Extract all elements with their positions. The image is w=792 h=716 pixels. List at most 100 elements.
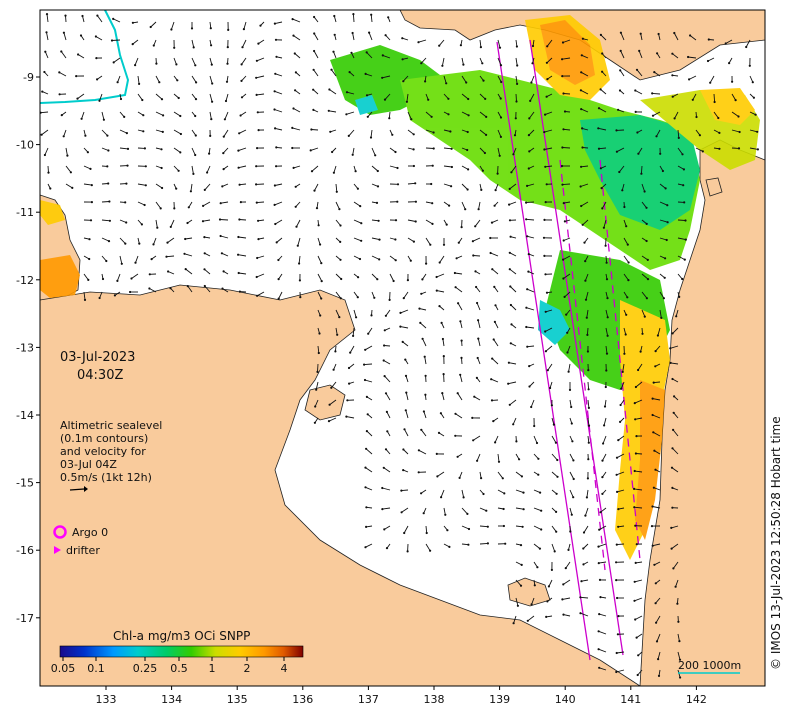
- velocity-arrow-head: [562, 128, 565, 131]
- velocity-arrow-head: [535, 441, 539, 445]
- velocity-arrow: [515, 57, 518, 66]
- velocity-arrow: [185, 237, 193, 240]
- velocity-arrow-head: [383, 528, 386, 531]
- velocity-arrow-head: [173, 207, 176, 210]
- velocity-arrow: [605, 327, 609, 336]
- velocity-arrow: [365, 486, 373, 491]
- velocity-arrow: [370, 14, 373, 23]
- velocity-arrow-head: [365, 51, 368, 54]
- velocity-arrow-head: [706, 59, 710, 63]
- velocity-arrow-head: [383, 329, 386, 332]
- velocity-arrow-head: [237, 253, 240, 256]
- velocity-arrow-head: [605, 369, 608, 372]
- velocity-arrow-head: [385, 410, 388, 413]
- velocity-arrow: [673, 561, 679, 569]
- velocity-arrow: [173, 165, 179, 172]
- velocity-arrow-head: [329, 130, 332, 133]
- colorbar-tick-label: 0.05: [51, 662, 76, 675]
- velocity-arrow-head: [475, 285, 478, 289]
- velocity-arrow-head: [563, 295, 566, 298]
- velocity-arrow: [672, 53, 679, 59]
- velocity-arrow: [353, 219, 362, 224]
- velocity-arrow-head: [420, 428, 423, 431]
- velocity-arrow: [527, 235, 535, 239]
- velocity-arrow: [346, 416, 355, 419]
- velocity-arrow-head: [598, 666, 601, 669]
- velocity-arrow-head: [77, 53, 80, 56]
- velocity-arrow-head: [312, 108, 315, 111]
- velocity-arrow: [745, 39, 751, 48]
- velocity-arrow-head: [58, 93, 61, 96]
- velocity-arrow-head: [465, 81, 468, 84]
- velocity-arrow: [493, 339, 499, 347]
- velocity-arrow-head: [513, 134, 517, 137]
- velocity-arrow: [403, 525, 409, 534]
- velocity-arrow: [131, 273, 139, 279]
- velocity-arrow-head: [149, 25, 152, 29]
- velocity-arrow-head: [580, 108, 583, 111]
- velocity-arrow: [527, 288, 535, 293]
- velocity-arrow: [209, 75, 213, 84]
- velocity-arrow-head: [75, 75, 78, 78]
- velocity-arrow-head: [107, 149, 110, 152]
- velocity-arrow-head: [369, 136, 373, 139]
- velocity-arrow-head: [367, 332, 370, 335]
- velocity-arrow-head: [547, 585, 551, 588]
- velocity-arrow: [477, 338, 481, 347]
- velocity-arrow-head: [467, 114, 470, 117]
- velocity-arrow-head: [257, 42, 260, 45]
- velocity-arrow: [634, 470, 643, 473]
- velocity-arrow: [602, 453, 607, 461]
- velocity-arrow-head: [388, 117, 391, 120]
- velocity-arrow-head: [203, 268, 206, 271]
- velocity-arrow: [544, 147, 553, 150]
- velocity-arrow: [173, 111, 181, 117]
- velocity-arrow-head: [473, 395, 476, 398]
- velocity-arrow: [497, 39, 501, 48]
- argo-circle-icon: [53, 525, 67, 539]
- velocity-arrow-head: [140, 223, 143, 226]
- velocity-arrow-head: [102, 118, 105, 121]
- velocity-arrow: [634, 488, 643, 491]
- velocity-arrow: [461, 183, 468, 190]
- velocity-arrow: [473, 255, 481, 257]
- velocity-arrow: [544, 129, 553, 133]
- velocity-arrow: [562, 255, 571, 260]
- colorbar-tick-label: 4: [281, 662, 288, 675]
- velocity-arrow: [402, 75, 409, 82]
- velocity-arrow-head: [496, 172, 499, 175]
- velocity-arrow: [383, 467, 391, 473]
- velocity-arrow: [562, 57, 571, 60]
- velocity-arrow-head: [633, 469, 636, 473]
- velocity-arrow-head: [586, 333, 589, 336]
- velocity-arrow: [443, 75, 447, 84]
- velocity-arrow: [65, 165, 72, 173]
- velocity-arrow-head: [529, 99, 532, 102]
- lat-tick-label: -12: [16, 274, 34, 287]
- velocity-arrow-head: [356, 296, 359, 299]
- velocity-arrow-head: [546, 78, 549, 81]
- velocity-arrow: [605, 309, 609, 318]
- velocity-arrow-head: [376, 185, 380, 188]
- velocity-arrow-head: [669, 347, 672, 350]
- velocity-arrow: [371, 219, 379, 222]
- velocity-arrow-head: [656, 334, 660, 337]
- velocity-arrow: [586, 309, 589, 318]
- velocity-arrow: [492, 268, 499, 275]
- lon-tick-label: 141: [620, 693, 641, 706]
- velocity-arrow-head: [664, 257, 667, 260]
- velocity-arrow-head: [125, 221, 128, 224]
- velocity-arrow-head: [604, 385, 607, 389]
- velocity-arrow-head: [587, 458, 590, 461]
- velocity-arrow-head: [239, 114, 242, 117]
- velocity-arrow-head: [404, 358, 407, 361]
- chlorophyll-overlay: [40, 15, 760, 560]
- velocity-arrow-head: [619, 49, 622, 53]
- velocity-arrow-head: [645, 206, 648, 209]
- colorbar-tick-label: 2: [244, 662, 251, 675]
- velocity-arrow-head: [209, 134, 212, 137]
- velocity-arrow-head: [619, 420, 622, 423]
- velocity-arrow-head: [432, 147, 435, 150]
- velocity-arrow-head: [294, 89, 297, 92]
- velocity-arrow: [242, 39, 247, 48]
